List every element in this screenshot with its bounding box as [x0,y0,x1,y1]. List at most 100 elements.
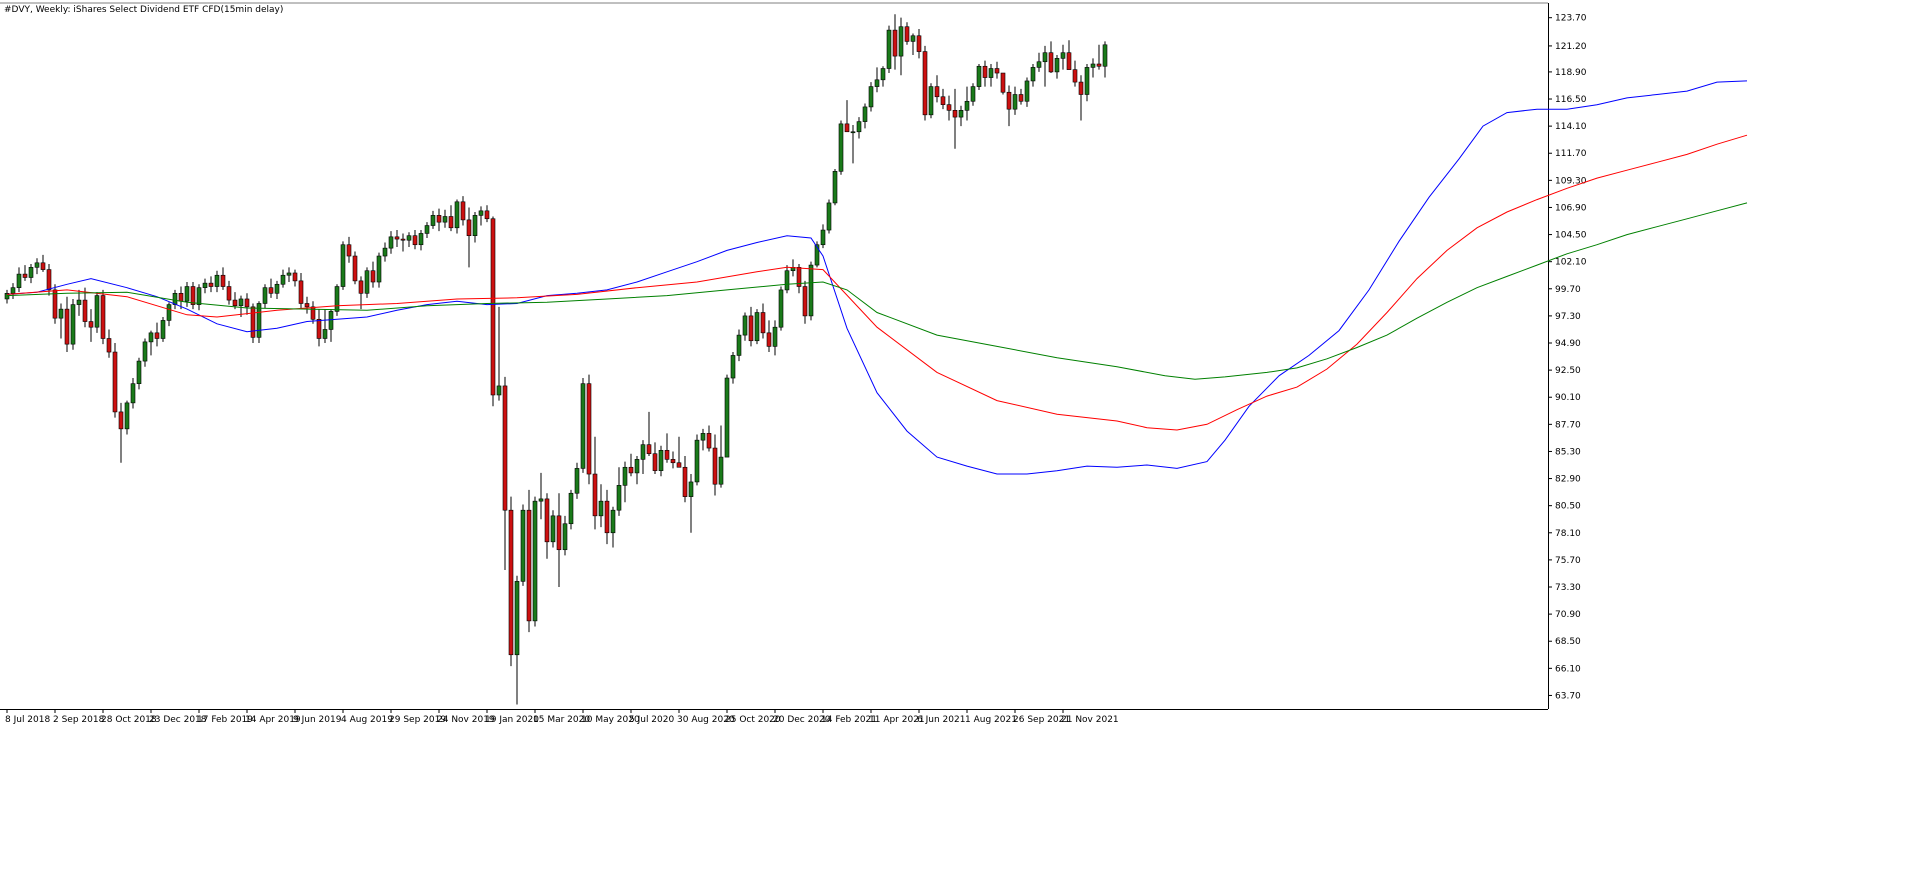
candle [136,357,142,390]
candle [976,63,982,90]
candle [34,258,40,275]
candle [568,489,574,530]
x-tick-label: 5 Jul 2020 [629,715,674,725]
candle-body-up [196,287,202,305]
candle-body-down [88,321,94,328]
candle-body-down [394,236,400,240]
candle-body-down [946,104,952,111]
candle-body-down [922,51,928,116]
candle-body-down [526,509,532,622]
candle-body-down [64,308,70,345]
candle-body-down [178,293,184,302]
candle-body-down [652,453,658,471]
candle-body-up [1042,52,1048,63]
candle [406,232,412,247]
candle [460,196,466,226]
candle [238,295,244,318]
candle-body-up [928,86,934,116]
candle [304,296,310,314]
candle-body-down [118,411,124,430]
candle-body-up [976,65,982,87]
candle [544,493,550,559]
candle [40,254,46,272]
candle-body-up [280,274,286,285]
candle [658,445,664,477]
candle-body-down [556,515,562,551]
candle [316,309,322,347]
candle-body-down [292,272,298,282]
candle [862,103,868,129]
candle [394,230,400,247]
candle [190,282,196,310]
chart-title: #DVY, Weekly: iShares Select Dividend ET… [4,5,283,15]
candle-body-up [970,86,976,102]
candle [346,236,352,263]
candle [28,263,34,284]
candle-body-up [274,283,280,294]
candle [850,124,856,164]
candle [940,88,946,110]
candle [148,330,154,356]
candle-body-down [994,68,1000,74]
candle-body-up [58,308,64,319]
candle-body-up [286,272,292,276]
candle-body-down [346,244,352,257]
x-tick-label: 30 Aug 2020 [677,715,735,725]
candle [1048,41,1054,74]
candle [580,378,586,473]
candle-body-up [868,86,874,108]
candle-body-down [664,450,670,460]
candle [706,425,712,452]
candle [670,451,676,469]
candle [934,75,940,103]
candle-body-down [508,509,514,656]
candle-body-up [1084,67,1090,95]
x-tick-label: 15 Mar 2020 [533,715,590,725]
candle-body-up [736,334,742,356]
x-tick-label: 26 Sep 2021 [1013,715,1070,725]
candle [478,206,484,226]
plot-frame [0,2,1549,710]
candle [616,467,622,516]
candle [1024,77,1030,107]
candle [160,317,166,342]
candle-body-down [208,282,214,287]
candle-body-down [400,238,406,241]
candle-body-up [1024,80,1030,102]
candle [142,338,148,367]
candle-body-up [1012,94,1018,110]
candle-body-down [412,235,418,246]
candle [664,433,670,463]
candle [694,434,700,486]
candle-body-up [520,509,526,582]
y-tick-label: 80.50 [1555,502,1581,512]
candle-body-up [142,341,148,362]
candle [184,282,190,307]
candle-body-up [1030,67,1036,82]
candle-body-up [454,201,460,229]
candle [646,411,652,456]
candle [814,241,820,268]
candle [172,289,178,310]
candle-body-up [418,233,424,246]
candle [58,303,64,339]
candle-body-up [472,215,478,236]
candle [652,442,658,475]
y-tick-label: 75.70 [1555,556,1581,566]
candle [166,302,172,327]
candle-body-down [484,210,490,220]
candle [838,120,844,175]
candle [400,233,406,252]
candle-body-down [982,65,988,78]
candle [676,436,682,468]
candle [268,278,274,298]
y-tick-label: 66.10 [1555,664,1581,674]
candle [340,241,346,290]
candle [418,230,424,251]
candle-body-up [856,121,862,133]
candle-body-down [952,110,958,118]
candle [4,289,10,304]
candle [724,374,730,458]
candle [886,25,892,74]
candle [856,117,862,139]
